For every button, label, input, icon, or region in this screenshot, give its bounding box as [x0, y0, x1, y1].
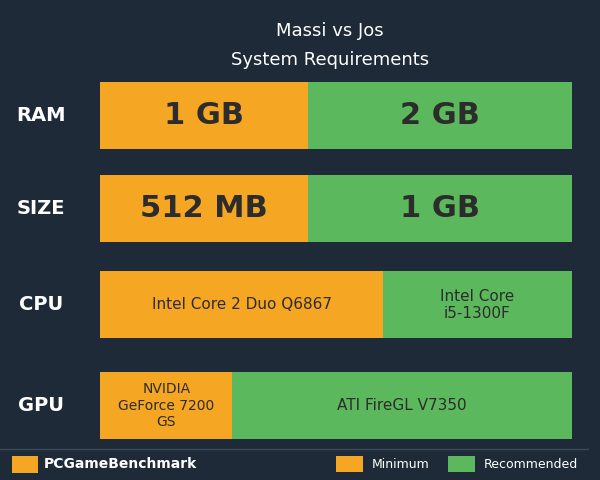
Text: PCGameBenchmark: PCGameBenchmark — [44, 457, 197, 471]
Text: 2 GB: 2 GB — [400, 101, 479, 130]
FancyBboxPatch shape — [100, 372, 232, 439]
Text: System Requirements: System Requirements — [231, 51, 429, 69]
Text: CPU: CPU — [19, 295, 64, 314]
Text: Massi vs Jos: Massi vs Jos — [276, 22, 384, 40]
FancyBboxPatch shape — [100, 82, 308, 149]
Text: Recommended: Recommended — [484, 457, 578, 471]
Text: ATI FireGL V7350: ATI FireGL V7350 — [337, 398, 467, 413]
FancyBboxPatch shape — [308, 175, 572, 242]
Text: Intel Core 2 Duo Q6867: Intel Core 2 Duo Q6867 — [152, 297, 332, 312]
FancyBboxPatch shape — [308, 82, 572, 149]
FancyBboxPatch shape — [336, 456, 362, 472]
FancyBboxPatch shape — [100, 175, 308, 242]
Text: NVIDIA
GeForce 7200
GS: NVIDIA GeForce 7200 GS — [118, 383, 214, 429]
Text: SIZE: SIZE — [17, 199, 65, 218]
FancyBboxPatch shape — [448, 456, 475, 472]
FancyBboxPatch shape — [12, 456, 38, 473]
Text: Minimum: Minimum — [371, 457, 429, 471]
Text: RAM: RAM — [17, 106, 66, 125]
Text: Intel Core
i5-1300F: Intel Core i5-1300F — [440, 288, 515, 321]
FancyBboxPatch shape — [383, 271, 572, 338]
Text: 1 GB: 1 GB — [400, 194, 480, 223]
Text: GPU: GPU — [18, 396, 64, 415]
Text: 512 MB: 512 MB — [140, 194, 268, 223]
Text: 1 GB: 1 GB — [164, 101, 244, 130]
FancyBboxPatch shape — [232, 372, 572, 439]
FancyBboxPatch shape — [100, 271, 383, 338]
